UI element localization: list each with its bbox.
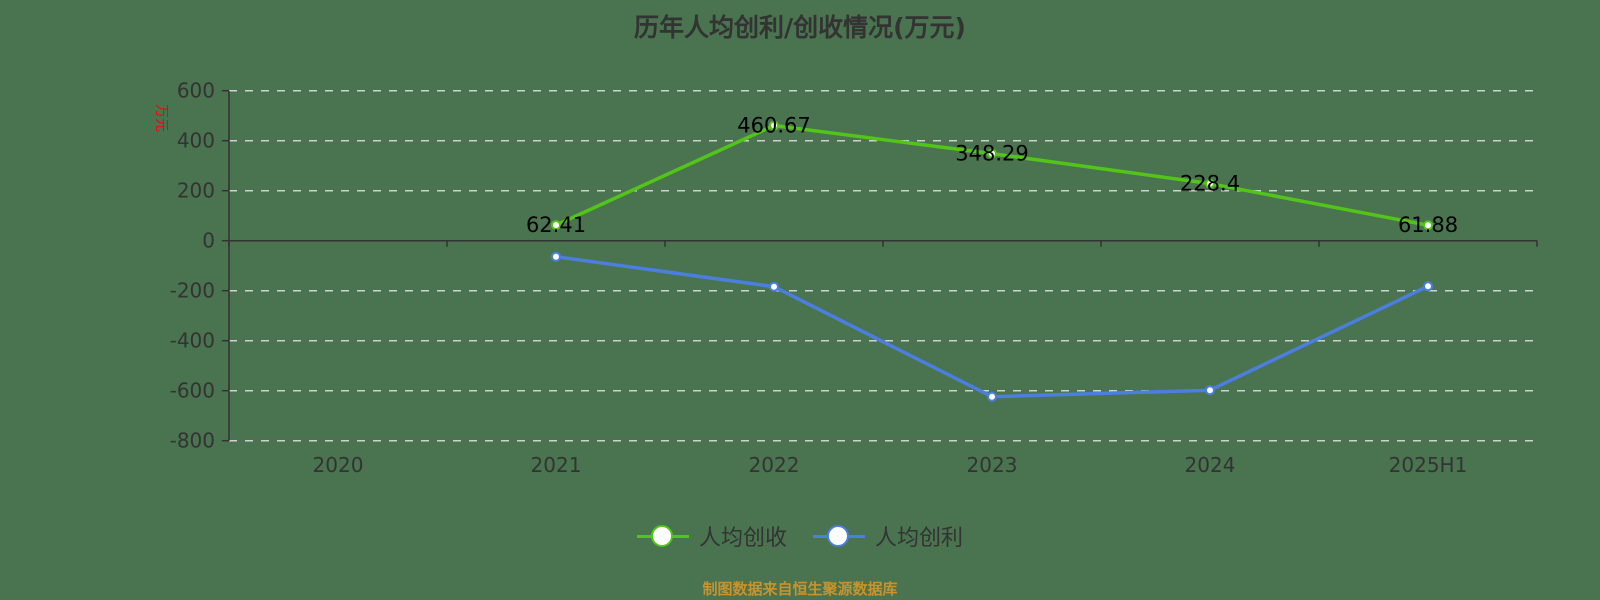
data-label: 62.41	[526, 213, 586, 237]
data-label: 61.88	[1398, 213, 1458, 237]
data-point	[1423, 220, 1433, 231]
data-label: 228.4	[1180, 172, 1240, 196]
y-tick-label: 0	[202, 229, 215, 253]
x-tick-label: 2021	[531, 453, 582, 477]
x-tick-label: 2025H1	[1389, 453, 1468, 477]
data-label: 348.29	[955, 142, 1028, 166]
y-tick-label: -600	[170, 379, 215, 403]
y-tick-label: 400	[177, 129, 215, 153]
data-point	[1205, 178, 1215, 189]
data-label: 460.67	[737, 114, 810, 138]
legend-circle-icon	[636, 525, 689, 547]
data-point	[769, 120, 779, 131]
y-tick-label: -400	[170, 329, 215, 353]
y-tick-label: 600	[177, 79, 215, 103]
legend-label: 人均创利	[875, 526, 964, 551]
series-line	[555, 254, 1429, 399]
series-line	[555, 123, 1429, 227]
legend-item-profit[interactable]: 人均创利	[813, 520, 963, 552]
x-tick-label: 2022	[749, 453, 800, 477]
x-tick-label: 2023	[967, 453, 1018, 477]
data-point	[769, 281, 779, 292]
legend-item-revenue[interactable]: 人均创收	[636, 520, 787, 552]
source-footnote: 制图数据来自恒生聚源数据库	[702, 580, 898, 598]
legend: 人均创收 人均创利	[0, 520, 1600, 552]
data-point	[551, 251, 561, 262]
y-tick-label: -800	[170, 429, 215, 453]
data-point	[1205, 385, 1215, 396]
legend-label: 人均创收	[698, 526, 787, 551]
data-point	[551, 220, 561, 231]
y-tick-label: 200	[177, 179, 215, 203]
x-tick-label: 2020	[313, 453, 364, 477]
chart-title: 历年人均创利/创收情况(万元)	[634, 13, 966, 42]
legend-circle-icon	[813, 525, 865, 547]
data-point	[987, 391, 997, 402]
data-point	[1423, 281, 1433, 292]
data-point	[987, 148, 997, 159]
x-tick-label: 2024	[1185, 453, 1236, 477]
y-tick-label: -200	[170, 279, 215, 303]
